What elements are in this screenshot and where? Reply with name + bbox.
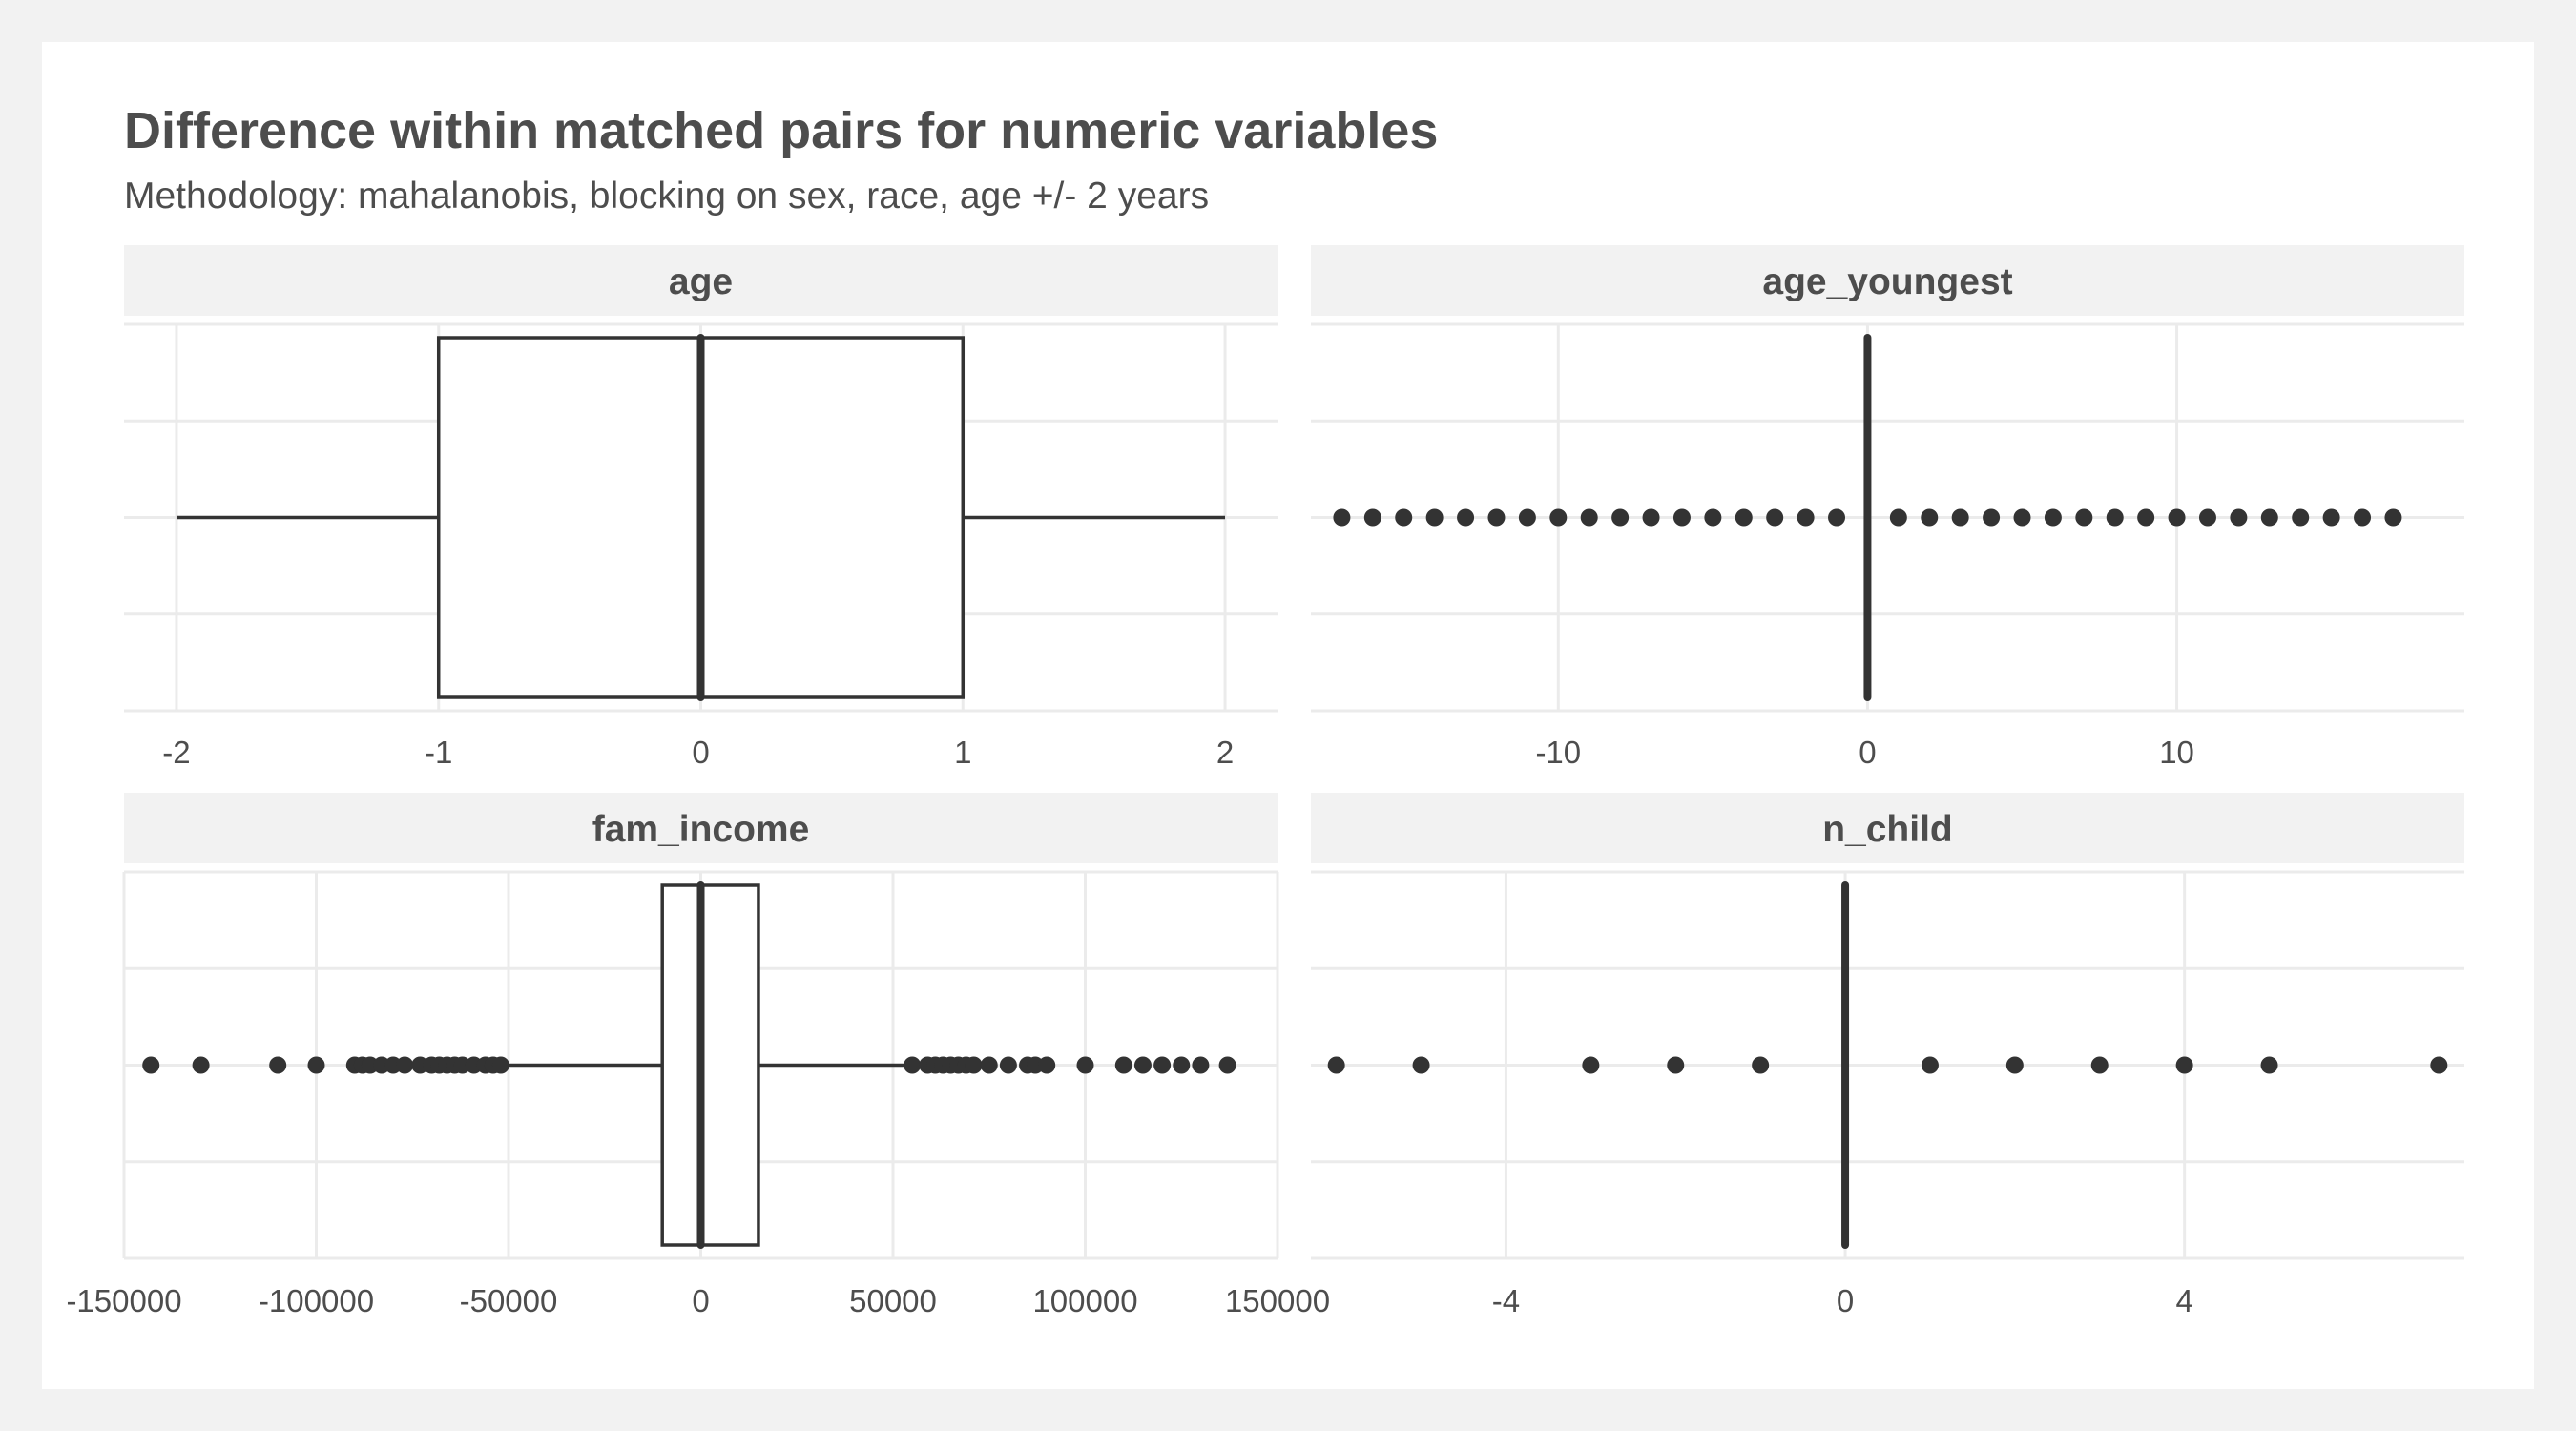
x-tick-label: 0 <box>692 1283 709 1318</box>
facet-panel-age: age -2 -1 0 1 2 <box>124 245 1278 770</box>
outlier-point <box>2005 1056 2024 1074</box>
x-tick-label: 0 <box>692 735 709 770</box>
x-tick-label: 150000 <box>1225 1283 1330 1318</box>
outlier-point <box>2137 508 2155 527</box>
outlier-point <box>1951 508 1969 527</box>
x-tick-label: 100000 <box>1032 1283 1137 1318</box>
outlier-point <box>192 1056 210 1074</box>
outlier-point <box>1752 1056 1770 1074</box>
outlier-point <box>1889 508 1907 527</box>
outlier-point <box>1549 508 1568 527</box>
outlier-point <box>1363 508 1381 527</box>
outlier-point <box>142 1056 160 1074</box>
x-tick-label: -1 <box>425 735 452 770</box>
outlier-point <box>1580 508 1598 527</box>
chart-subtitle: Methodology: mahalanobis, blocking on se… <box>124 176 1210 217</box>
strip-background <box>124 793 1278 863</box>
outlier-point <box>1333 508 1351 527</box>
outlier-point <box>1667 1056 1685 1074</box>
x-tick-label: 50000 <box>849 1283 937 1318</box>
outlier-point <box>2292 508 2310 527</box>
outlier-point <box>1114 1056 1132 1074</box>
outlier-point <box>2198 508 2216 527</box>
x-tick-label: -2 <box>162 735 190 770</box>
outlier-point <box>1642 508 1660 527</box>
outlier-point <box>1218 1056 1236 1074</box>
outlier-point <box>1983 508 2001 527</box>
x-tick-label: 0 <box>1859 735 1876 770</box>
x-tick-label: -10 <box>1535 735 1581 770</box>
outlier-point <box>2175 1056 2193 1074</box>
outlier-point <box>2106 508 2124 527</box>
outlier-point <box>2260 1056 2278 1074</box>
outlier-point <box>269 1056 287 1074</box>
outlier-point <box>491 1056 509 1074</box>
outlier-point <box>965 1056 983 1074</box>
outlier-point <box>2322 508 2340 527</box>
outlier-point <box>1457 508 1475 527</box>
x-tick-label: -150000 <box>66 1283 181 1318</box>
strip-background <box>124 245 1278 316</box>
outlier-point <box>999 1056 1017 1074</box>
outlier-point <box>1672 508 1691 527</box>
outlier-point <box>2075 508 2093 527</box>
outlier-point <box>1327 1056 1345 1074</box>
outlier-point <box>2384 508 2402 527</box>
x-tick-label: 0 <box>1837 1283 1854 1318</box>
chart-card: Difference within matched pairs for nume… <box>42 42 2534 1389</box>
outlier-point <box>2354 508 2372 527</box>
x-tick-label: -4 <box>1492 1283 1520 1318</box>
outlier-point <box>2260 508 2278 527</box>
outlier-point <box>904 1056 922 1074</box>
strip-label: n_child <box>1822 809 1953 850</box>
x-tick-label: 10 <box>2159 735 2194 770</box>
outlier-point <box>1735 508 1753 527</box>
outlier-point <box>1704 508 1722 527</box>
strip-label: age <box>669 261 733 302</box>
outlier-point <box>1412 1056 1430 1074</box>
outlier-point <box>2090 1056 2109 1074</box>
strip-background <box>1311 245 2464 316</box>
outlier-point <box>1133 1056 1152 1074</box>
x-tick-label: 2 <box>1216 735 1234 770</box>
outlier-point <box>1921 508 1939 527</box>
outlier-point <box>307 1056 325 1074</box>
x-tick-label: -50000 <box>460 1283 558 1318</box>
strip-background <box>1311 793 2464 863</box>
outlier-point <box>2230 508 2248 527</box>
outlier-point <box>1518 508 1536 527</box>
outlier-point <box>980 1056 998 1074</box>
strip-label: age_youngest <box>1762 261 2012 302</box>
outlier-point <box>2430 1056 2448 1074</box>
outlier-point <box>1038 1056 1056 1074</box>
outlier-point <box>1921 1056 1939 1074</box>
box-iqr <box>660 883 760 1247</box>
facet-panel-age-youngest: age_youngest -10 0 10 <box>1311 245 2464 770</box>
strip-label: fam_income <box>592 809 810 850</box>
outlier-point <box>1395 508 1413 527</box>
outlier-point <box>1153 1056 1172 1074</box>
chart-title: Difference within matched pairs for nume… <box>124 102 1439 159</box>
x-tick-label: -100000 <box>259 1283 374 1318</box>
outlier-point <box>1582 1056 1600 1074</box>
outlier-point <box>1425 508 1444 527</box>
outlier-point <box>1611 508 1630 527</box>
outlier-point <box>2168 508 2186 527</box>
outlier-point <box>396 1056 414 1074</box>
x-tick-label: 4 <box>2175 1283 2192 1318</box>
outlier-point <box>1192 1056 1210 1074</box>
x-tick-label: 1 <box>954 735 971 770</box>
facet-panel-fam-income: fam_income -150000 -100000 -50000 0 50000 1000… <box>66 793 1330 1318</box>
outlier-point <box>1487 508 1506 527</box>
outlier-point <box>2044 508 2062 527</box>
outlier-point <box>1076 1056 1094 1074</box>
outlier-point <box>1766 508 1784 527</box>
outlier-point <box>1828 508 1846 527</box>
outlier-point <box>2013 508 2031 527</box>
facet-panel-n-child: n_child -4 0 4 <box>1311 793 2464 1318</box>
outlier-point <box>1173 1056 1191 1074</box>
outlier-point <box>1797 508 1815 527</box>
